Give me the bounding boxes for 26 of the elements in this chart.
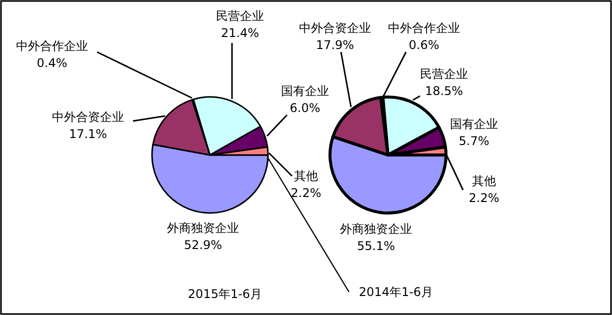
data-label: 2.2%: [468, 191, 500, 205]
slice-label: 其他: [472, 174, 496, 188]
slice-label: 民营企业: [420, 67, 468, 81]
slice-label: 外商独资企业: [167, 221, 239, 235]
slice-label: 外商独资企业: [340, 222, 412, 236]
data-label: 0.6%: [408, 38, 440, 52]
data-label: 2.2%: [290, 186, 322, 200]
slice-label: 国有企业: [281, 84, 329, 98]
slice-label: 中外合作企业: [388, 21, 460, 35]
data-label: 5.7%: [458, 134, 490, 148]
data-label: 17.9%: [316, 38, 354, 52]
data-label: 55.1%: [356, 239, 396, 253]
data-label: 6.0%: [290, 101, 320, 115]
slice-label: 其他: [294, 169, 318, 183]
text: 2014年1-6月: [358, 285, 434, 299]
text: 2015年1-6月: [188, 287, 262, 301]
data-label: 52.9%: [184, 238, 222, 252]
data-label: 18.5%: [424, 84, 464, 98]
data-label: 0.4%: [36, 56, 68, 70]
slice-label: 中外合资企业: [52, 110, 124, 124]
data-label: 17.1%: [68, 127, 108, 141]
slice-label: 中外合资企业: [299, 21, 371, 35]
slice-label: 中外合作企业: [16, 39, 88, 53]
data-label: 21.4%: [220, 26, 260, 40]
slice-label: 民营企业: [216, 9, 264, 23]
slice-label: 国有企业: [450, 117, 498, 131]
